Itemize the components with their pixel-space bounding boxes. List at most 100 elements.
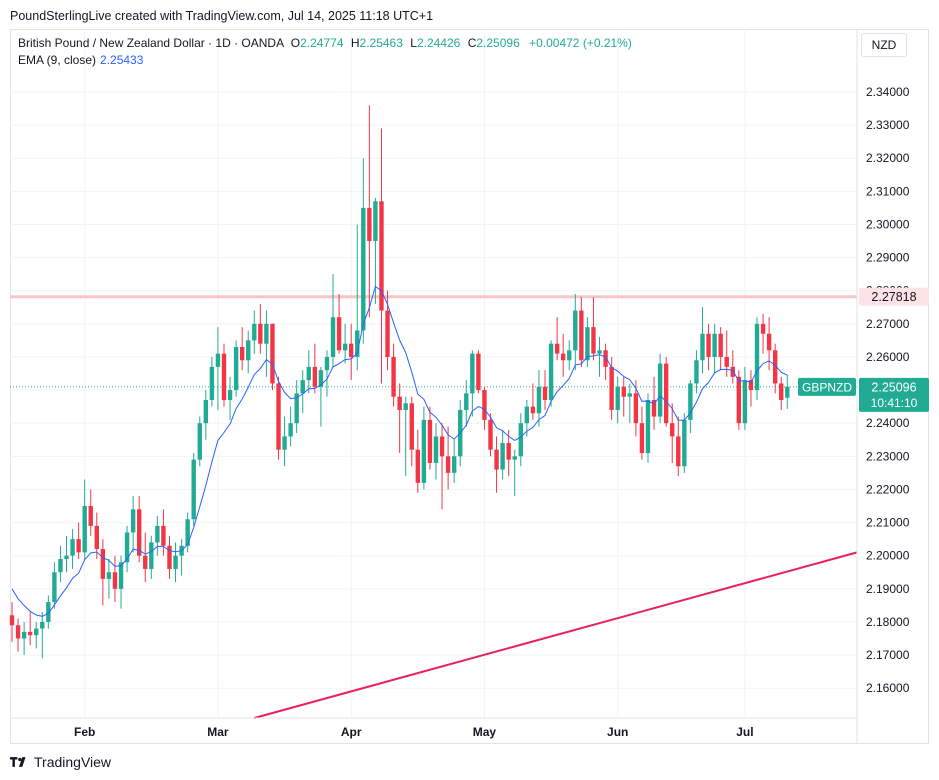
price-tick-label: 2.27000 (866, 317, 910, 331)
price-tick-label: 2.34000 (866, 85, 910, 99)
candle-body (282, 436, 287, 450)
candle-body (639, 423, 645, 453)
symbol-tag (798, 377, 856, 396)
low-value: 2.24426 (416, 36, 461, 50)
candle-body (215, 353, 221, 367)
candle-body (167, 545, 172, 569)
candle-body (427, 419, 433, 463)
candle (330, 274, 336, 367)
candle-body (554, 343, 560, 354)
candle-body (197, 423, 202, 460)
candle-body (500, 443, 505, 470)
candle-body (391, 356, 396, 397)
candle (239, 327, 245, 371)
candle (179, 539, 184, 576)
candle (100, 539, 106, 606)
candle-body (300, 380, 305, 394)
candle (306, 350, 311, 394)
candle-body (227, 390, 233, 400)
resistance-price-tag (859, 287, 929, 306)
candle (536, 370, 542, 427)
candle (276, 376, 281, 460)
currency-button[interactable]: NZD (861, 33, 907, 57)
candle-body (730, 366, 735, 377)
candle (736, 370, 742, 430)
candle-body (663, 363, 669, 424)
candle-body (100, 549, 106, 579)
candle-body (385, 310, 390, 357)
candle-body (221, 353, 227, 400)
candle (40, 612, 45, 659)
time-tick-label: Jul (736, 725, 753, 739)
candle-body (591, 327, 596, 354)
ema-value: 2.25433 (100, 53, 144, 67)
candle-body (585, 327, 590, 361)
candle (336, 294, 342, 354)
resistance-price-label: 2.27818 (871, 290, 916, 304)
candle (391, 343, 396, 407)
ema-layer (11, 285, 788, 617)
candle (415, 429, 421, 493)
candle (88, 489, 93, 536)
candle-body (136, 509, 142, 556)
price-tick-label: 2.31000 (866, 184, 910, 198)
price-tick-label: 2.23000 (866, 449, 910, 463)
candle (361, 158, 366, 344)
candle-body (506, 443, 511, 460)
candle (124, 525, 130, 573)
trend-line-layer (254, 551, 858, 719)
candle-body (21, 631, 27, 639)
candle-body (748, 380, 754, 391)
candle-body (488, 419, 493, 450)
candle (688, 380, 693, 434)
candle-body (52, 572, 57, 603)
candle (324, 350, 330, 397)
candle-body (276, 383, 281, 450)
candle (597, 337, 602, 377)
candle (312, 343, 318, 394)
candle (191, 453, 196, 526)
candle (476, 350, 481, 394)
open-value: 2.24774 (300, 36, 344, 50)
candle-body (415, 449, 421, 483)
countdown-label: 10:41:10 (871, 396, 918, 410)
candle-body (348, 343, 354, 357)
candle (58, 545, 63, 583)
candle-body (779, 383, 784, 400)
candle-body (694, 360, 699, 384)
candle (451, 439, 457, 483)
candle-body (603, 350, 608, 367)
last-price-tag (859, 377, 929, 412)
candle-body (58, 559, 63, 573)
ohlc-row: British Pound / New Zealand Dollar · 1D … (18, 35, 632, 52)
close-value: 2.25096 (476, 36, 520, 50)
candle-body (367, 207, 372, 241)
candle (233, 340, 239, 397)
price-tick-label: 2.24000 (866, 416, 910, 430)
price-tick-label: 2.20000 (866, 549, 910, 563)
candle-body (445, 456, 451, 473)
candle (185, 512, 190, 553)
symbol-tag-label: GBPNZD (802, 380, 852, 394)
candle (730, 350, 735, 384)
candle (112, 555, 118, 603)
candle (742, 366, 748, 430)
candle-body (379, 201, 384, 311)
candle (106, 559, 112, 599)
candle (670, 403, 675, 463)
candle (136, 496, 142, 563)
candle-body (82, 506, 87, 553)
candle-body (9, 615, 15, 626)
candle (76, 522, 81, 559)
candle (609, 356, 614, 420)
last-price-label: 2.25096 (871, 380, 916, 394)
candle-body (70, 539, 75, 556)
candle-body (191, 459, 196, 520)
candle-body (112, 572, 118, 589)
candle-body (785, 386, 790, 398)
ema-label: EMA (9, close) (18, 53, 97, 67)
candle (367, 105, 372, 318)
candle (355, 224, 360, 371)
candle-body (94, 525, 99, 550)
